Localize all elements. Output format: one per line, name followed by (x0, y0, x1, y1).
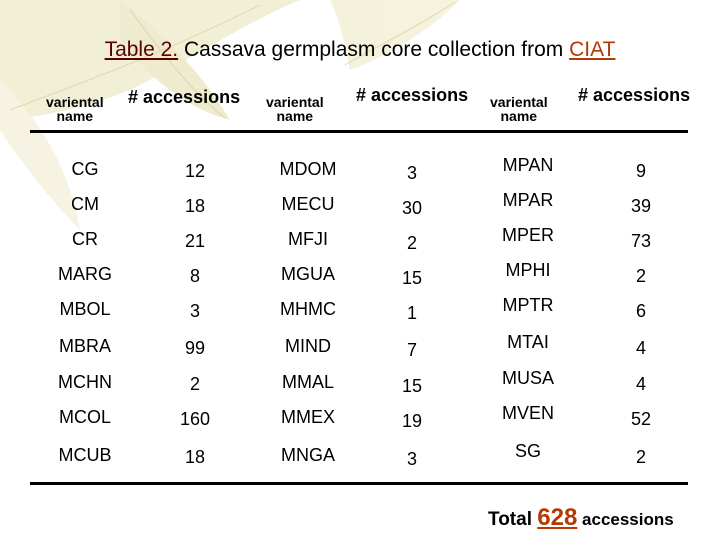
table-cell-accessions-count: 7 (406, 340, 417, 360)
total-unit: accessions (577, 510, 674, 529)
table-cell-variety-name: CG (71, 159, 99, 179)
top-rule (30, 130, 688, 133)
table-cell-variety-name: MUSA (501, 368, 554, 388)
table-cell-variety-name: MARG (58, 264, 112, 284)
table-cell-variety-name: MPHI (505, 260, 551, 280)
total-value: 628 (537, 504, 578, 531)
table-cell-variety-name: MBRA (58, 336, 111, 356)
table-cell-accessions-count: 15 (401, 376, 423, 396)
table-cell-variety-name: MPER (501, 225, 554, 245)
title-org: CIAT (569, 38, 616, 61)
table-cell-variety-name: MMEX (281, 407, 335, 427)
table-cell-accessions-count: 4 (635, 374, 646, 394)
table-cell-variety-name: SG (514, 441, 541, 461)
table-cell-variety-name: MMAL (281, 372, 334, 392)
table-cell-variety-name: MHMC (280, 299, 336, 319)
table-cell-accessions-count: 160 (179, 409, 211, 429)
table-cell-variety-name: MIND (285, 336, 331, 356)
header-accessions-2: # accessions (356, 85, 469, 105)
table-cell-accessions-count: 3 (406, 163, 417, 183)
table-cell-accessions-count: 21 (184, 231, 206, 251)
table-cell-accessions-count: 8 (189, 266, 200, 286)
table-title: Table 2. Cassava germplasm core collecti… (0, 38, 720, 62)
table-cell-accessions-count: 15 (401, 268, 423, 288)
table-cell-accessions-count: 39 (630, 196, 652, 216)
total-label: Total (488, 509, 538, 530)
table-cell-variety-name: CR (72, 229, 98, 249)
title-text: Cassava germplasm core collection from (178, 38, 570, 61)
table-cell-accessions-count: 99 (184, 338, 206, 358)
table-cell-variety-name: MECU (281, 194, 335, 214)
table-cell-variety-name: MBOL (59, 299, 111, 319)
table-cell-accessions-count: 18 (184, 196, 206, 216)
table-cell-accessions-count: 6 (635, 301, 646, 321)
table-cell-accessions-count: 30 (401, 198, 423, 218)
table-cell-variety-name: MPTR (502, 295, 554, 315)
table-cell-accessions-count: 52 (630, 409, 652, 429)
table-cell-accessions-count: 4 (635, 338, 646, 358)
table-cell-variety-name: MGUA (281, 264, 335, 284)
table-label: Table 2. (104, 38, 179, 61)
table-cell-accessions-count: 18 (184, 447, 206, 467)
table-cell-accessions-count: 73 (630, 231, 652, 251)
table-cell-variety-name: MPAR (502, 190, 554, 210)
bottom-rule (30, 482, 688, 485)
table-cell-accessions-count: 3 (189, 301, 200, 321)
table-cell-accessions-count: 1 (406, 303, 417, 323)
total-line: Total 628 accessions (488, 504, 674, 532)
table-cell-variety-name: MNGA (281, 445, 335, 465)
table-cell-variety-name: MTAI (507, 332, 549, 352)
table-cell-variety-name: MCUB (58, 445, 112, 465)
table-cell-accessions-count: 2 (635, 447, 646, 467)
table-cell-variety-name: MFJI (288, 229, 328, 249)
header-variental-name-2: variental name (266, 94, 324, 124)
table-cell-variety-name: MPAN (502, 155, 554, 175)
header-variental-name-3: variental name (490, 94, 548, 124)
header-accessions-3: # accessions (578, 85, 691, 105)
header-variental-name-1: variental name (46, 94, 104, 124)
table-cell-variety-name: MVEN (501, 403, 554, 423)
table-cell-variety-name: CM (71, 194, 99, 214)
table-cell-accessions-count: 2 (635, 266, 646, 286)
table-cell-variety-name: MDOM (279, 159, 337, 179)
table-cell-accessions-count: 9 (635, 161, 646, 181)
table-cell-accessions-count: 12 (184, 161, 206, 181)
table-cell-accessions-count: 3 (406, 449, 417, 469)
table-cell-accessions-count: 2 (189, 374, 200, 394)
table-cell-accessions-count: 2 (406, 233, 417, 253)
table-cell-variety-name: MCHN (58, 372, 112, 392)
table-cell-accessions-count: 19 (401, 411, 423, 431)
table-cell-variety-name: MCOL (58, 407, 111, 427)
header-accessions-1: # accessions (128, 87, 241, 107)
